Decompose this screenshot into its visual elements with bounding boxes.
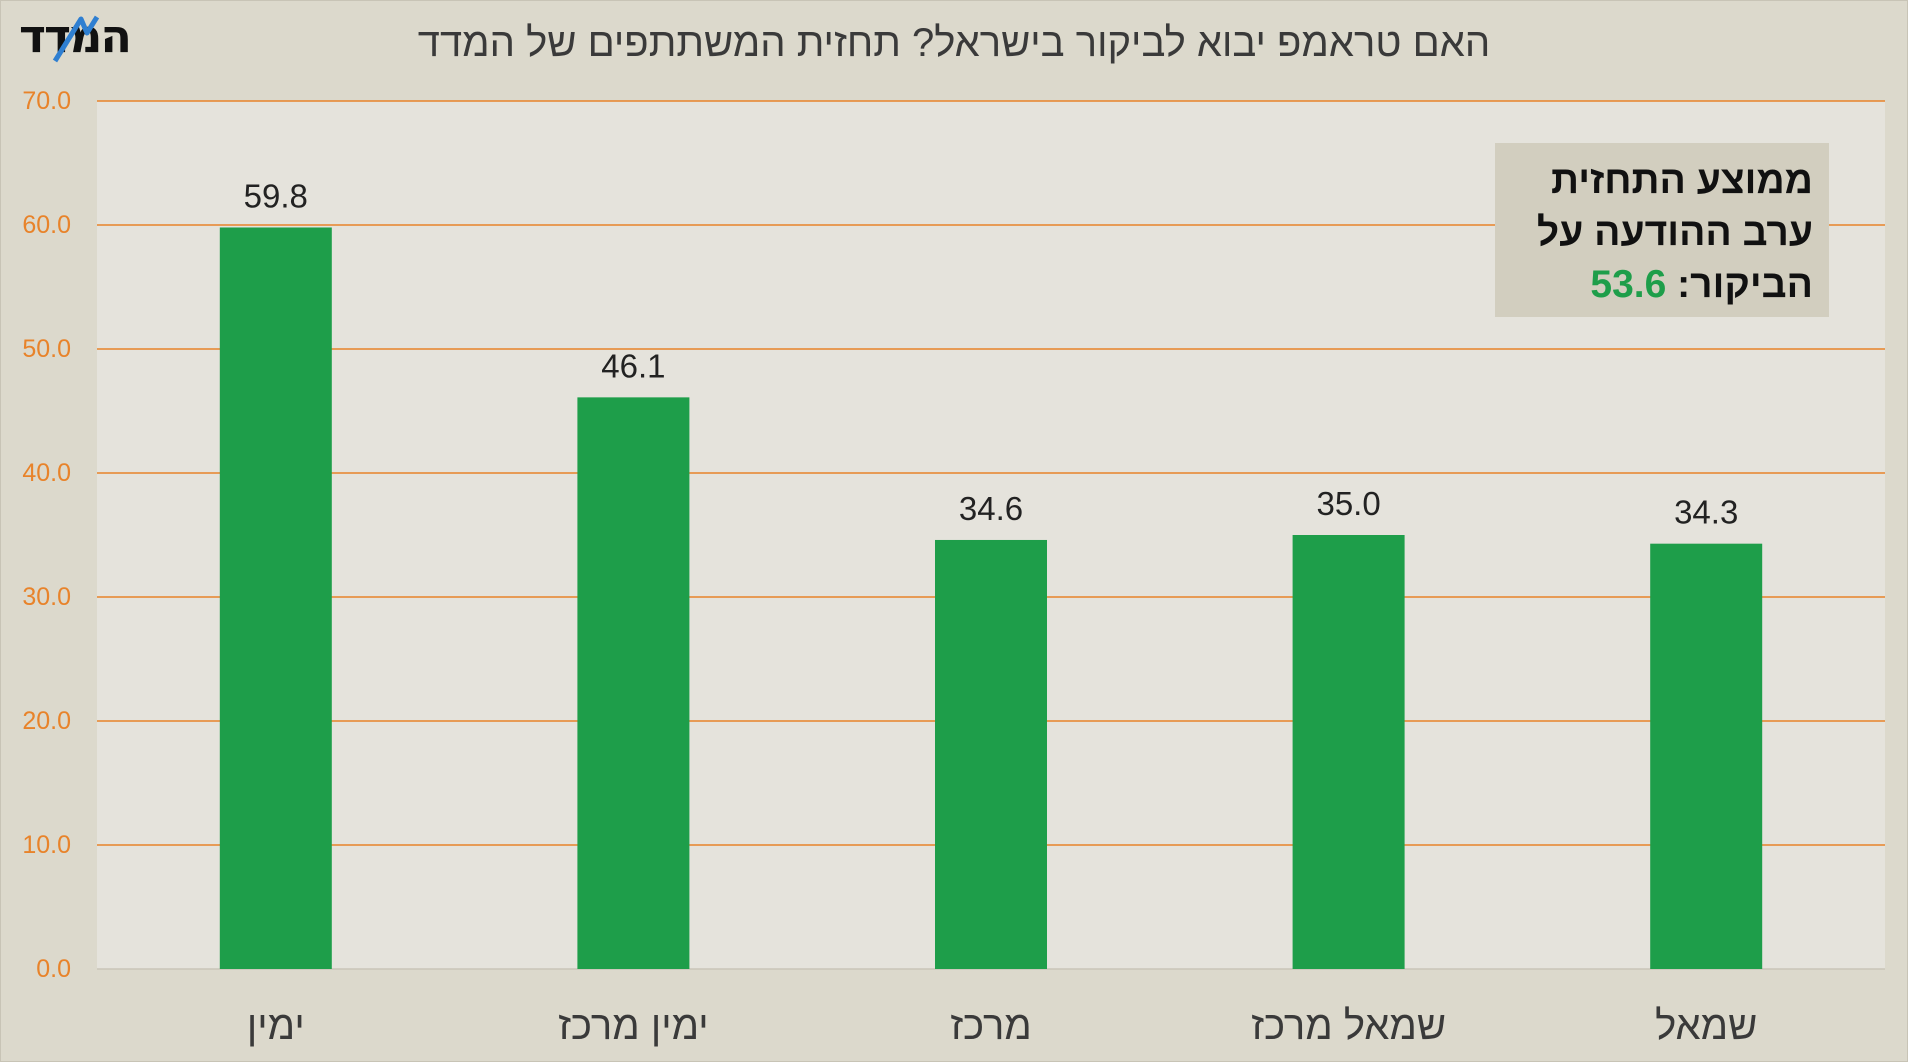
category-label: שמאל מרכז bbox=[1251, 1004, 1446, 1048]
y-tick-label: 0.0 bbox=[36, 955, 71, 983]
value-label: 35.0 bbox=[1316, 485, 1380, 522]
callout-value: 53.6 bbox=[1590, 263, 1667, 306]
value-label: 46.1 bbox=[601, 347, 665, 384]
callout-line-2: ערב ההודעה על bbox=[1536, 211, 1813, 254]
value-label: 59.8 bbox=[244, 177, 308, 214]
category-label: ימין bbox=[247, 1004, 305, 1048]
y-tick-label: 50.0 bbox=[22, 335, 71, 363]
bar bbox=[577, 397, 690, 969]
category-label: מרכז bbox=[950, 1004, 1032, 1048]
value-labels: 59.8 46.1 34.6 35.0 34.3 bbox=[244, 177, 1739, 530]
x-axis: ימין ימין מרכז מרכז שמאל מרכז שמאל bbox=[247, 1004, 1757, 1048]
y-tick-label: 30.0 bbox=[22, 583, 71, 611]
logo-text: המדד bbox=[19, 9, 132, 63]
callout-label: הביקור: bbox=[1677, 263, 1813, 306]
value-label: 34.3 bbox=[1674, 494, 1738, 531]
bar bbox=[1650, 543, 1763, 969]
y-tick-label: 10.0 bbox=[22, 831, 71, 859]
bar bbox=[935, 539, 1047, 969]
y-tick-label: 70.0 bbox=[22, 87, 71, 115]
y-tick-label: 40.0 bbox=[22, 459, 71, 487]
y-tick-label: 60.0 bbox=[22, 211, 71, 239]
callout-line-1: ממוצע התחזית bbox=[1551, 159, 1813, 202]
bar bbox=[1292, 535, 1405, 969]
value-label: 34.6 bbox=[959, 490, 1023, 527]
bar bbox=[219, 227, 332, 970]
logo: המדד bbox=[19, 9, 132, 69]
chart-title: האם טראמפ יבוא לביקור בישראל? תחזית המשת… bbox=[417, 21, 1491, 65]
callout-line-3: הביקור: 53.6 bbox=[1495, 259, 1813, 311]
chart-line-icon bbox=[52, 15, 100, 63]
average-forecast-callout: ממוצע התחזית ערב ההודעה על הביקור: 53.6 bbox=[1495, 143, 1829, 317]
y-tick-label: 20.0 bbox=[22, 707, 71, 735]
category-label: ימין מרכז bbox=[558, 1004, 709, 1048]
category-label: שמאל bbox=[1655, 1004, 1757, 1048]
y-axis: 0.0 10.0 20.0 30.0 40.0 50.0 60.0 70.0 bbox=[22, 87, 71, 983]
bars bbox=[219, 227, 1763, 970]
